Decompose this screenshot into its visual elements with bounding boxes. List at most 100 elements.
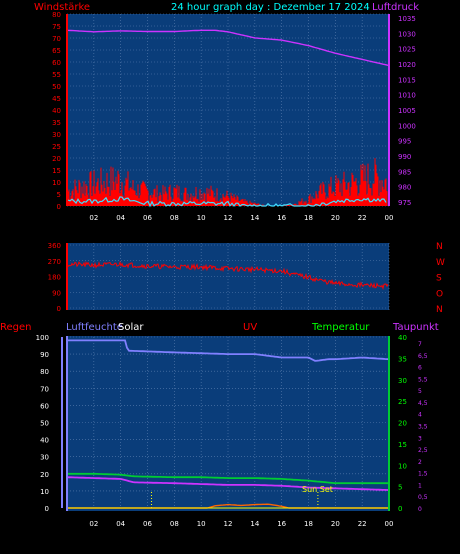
x-tick-label: 16: [277, 520, 286, 528]
pressure-tick-label: 1015: [398, 76, 416, 84]
x-tick-label: 08: [170, 214, 179, 222]
chart-title: 24 hour graph day : Dezember 17 2024: [171, 2, 370, 13]
temperature-tick-label: 5: [398, 484, 402, 492]
wind-tick-label: 40: [52, 107, 61, 115]
pressure-tick-label: 985: [398, 168, 411, 176]
rain-label: Regen: [0, 322, 32, 333]
x-tick-label: 22: [358, 520, 367, 528]
x-tick-label: 14: [250, 520, 259, 528]
x-tick-label: 14: [250, 214, 259, 222]
wind-tick-label: 50: [52, 83, 61, 91]
wind-tick-label: 65: [52, 47, 61, 55]
humidity-tick-label: 80: [40, 368, 49, 376]
dewpoint-tick-label: 1,5: [418, 471, 428, 478]
pressure-tick-label: 1005: [398, 107, 416, 115]
dewpoint-tick-label: 7: [418, 341, 422, 348]
pressure-line: [66, 29, 390, 67]
humidity-tick-label: 90: [40, 351, 49, 359]
temperature-label: Temperatur: [311, 322, 370, 333]
direction-tick-label: 180: [48, 274, 61, 282]
uv-label: UV: [243, 322, 257, 333]
humidity-line: [67, 339, 390, 362]
dewpoint-tick-label: 0,5: [418, 494, 428, 501]
humidity-tick-label: 20: [40, 471, 49, 479]
humidity-label: Luftfeuchte: [66, 322, 123, 333]
compass-label: O: [436, 289, 443, 299]
temperature-tick-label: 40: [398, 334, 407, 342]
temperature-tick-label: 20: [398, 420, 407, 428]
wind-tick-label: 70: [52, 35, 61, 43]
x-tick-label: 06: [143, 214, 152, 222]
wind-tick-label: 35: [52, 119, 61, 127]
x-tick-label: 12: [224, 214, 233, 222]
x-tick-label: 18: [304, 214, 313, 222]
pressure-tick-label: 1025: [398, 46, 416, 54]
compass-label: N: [436, 242, 443, 252]
humidity-tick-label: 0: [45, 505, 49, 513]
direction-tick-label: 360: [48, 242, 61, 250]
pressure-tick-label: 1020: [398, 61, 416, 69]
dewpoint-tick-label: 3,5: [418, 424, 428, 431]
wind-tick-label: 15: [52, 167, 61, 175]
x-tick-label: 08: [170, 520, 179, 528]
x-tick-label: 18: [304, 520, 313, 528]
pressure-tick-label: 1010: [398, 92, 416, 100]
dewpoint-tick-label: 6,5: [418, 353, 428, 360]
wind-tick-label: 20: [52, 155, 61, 163]
wind-tick-label: 0: [57, 203, 61, 211]
wind-tick-label: 75: [52, 23, 61, 31]
dewpoint-tick-label: 4,5: [418, 400, 428, 407]
temperature-tick-label: 15: [398, 441, 407, 449]
wind-tick-label: 55: [52, 71, 61, 79]
pressure-tick-label: 975: [398, 199, 411, 207]
wind-tick-label: 60: [52, 59, 61, 67]
humidity-tick-label: 100: [36, 334, 49, 342]
temperature-tick-label: 10: [398, 462, 407, 470]
x-tick-label: 04: [116, 214, 125, 222]
x-tick-label: 02: [89, 214, 98, 222]
pressure-tick-label: 995: [398, 138, 411, 146]
dewpoint-tick-label: 3: [418, 435, 422, 442]
direction-tick-label: 0: [57, 305, 61, 313]
x-tick-label: 22: [358, 214, 367, 222]
wind-tick-label: 5: [57, 191, 61, 199]
sunset-label: Sun Set: [302, 485, 333, 494]
compass-label: W: [436, 258, 445, 268]
dewpoint-tick-label: 5: [418, 388, 422, 395]
wind-tick-label: 45: [52, 95, 61, 103]
dewpoint-tick-label: 2,5: [418, 447, 428, 454]
humidity-tick-label: 60: [40, 402, 49, 410]
dewpoint-tick-label: 5,5: [418, 376, 428, 383]
pressure-tick-label: 1035: [398, 15, 416, 23]
x-tick-label: 16: [277, 214, 286, 222]
dewpoint-tick-label: 6: [418, 365, 422, 372]
pressure-tick-label: 1000: [398, 122, 416, 130]
dewpoint-tick-label: 0: [418, 506, 422, 513]
temperature-tick-label: 0: [398, 505, 402, 513]
x-tick-label: 12: [224, 520, 233, 528]
dewpoint-tick-label: 2: [418, 459, 422, 466]
dewpoint-line: [66, 476, 389, 491]
x-tick-label: 20: [331, 214, 340, 222]
humidity-tick-label: 10: [40, 488, 49, 496]
wind-tick-label: 10: [52, 179, 61, 187]
temperature-tick-label: 30: [398, 377, 407, 385]
temperature-line: [67, 472, 389, 485]
wind-direction-line: [67, 260, 389, 291]
wind-tick-label: 25: [52, 143, 61, 151]
x-tick-label: 02: [89, 520, 98, 528]
x-tick-label: 06: [143, 520, 152, 528]
dewpoint-tick-label: 4: [418, 412, 422, 419]
x-tick-label: 10: [197, 214, 206, 222]
x-tick-label: 04: [116, 520, 125, 528]
humidity-tick-label: 40: [40, 437, 49, 445]
pressure-tick-label: 980: [398, 184, 411, 192]
wind-tick-label: 30: [52, 131, 61, 139]
humidity-tick-label: 50: [40, 420, 49, 428]
dewpoint-tick-label: 1: [418, 482, 422, 489]
compass-label: S: [436, 274, 442, 284]
temperature-tick-label: 25: [398, 398, 407, 406]
